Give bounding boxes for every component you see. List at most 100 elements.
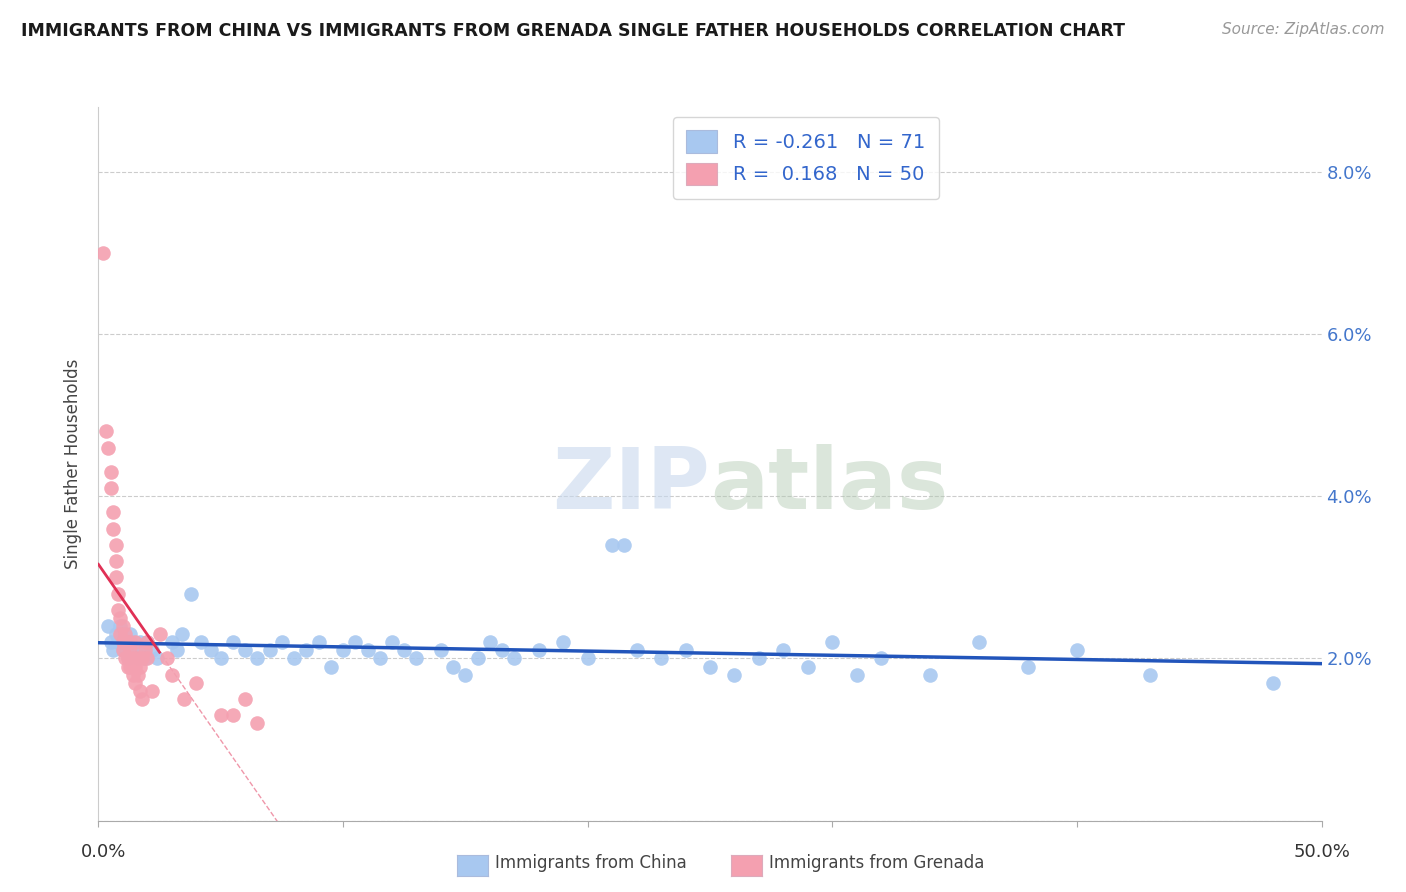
Legend: R = -0.261   N = 71, R =  0.168   N = 50: R = -0.261 N = 71, R = 0.168 N = 50 — [672, 117, 939, 199]
Point — [107, 603, 129, 617]
Point — [114, 627, 136, 641]
Point — [117, 651, 139, 665]
Point — [129, 659, 152, 673]
Point — [675, 643, 697, 657]
Point — [1066, 643, 1088, 657]
Point — [797, 659, 820, 673]
Point — [107, 586, 129, 600]
Point — [120, 627, 142, 641]
Point — [170, 627, 193, 641]
Point — [121, 651, 143, 665]
Point — [134, 643, 156, 657]
Point — [368, 651, 391, 665]
Point — [104, 627, 127, 641]
Point — [131, 651, 153, 665]
Point — [134, 651, 156, 665]
Point — [149, 627, 172, 641]
Point — [920, 667, 942, 681]
Point — [124, 675, 146, 690]
Point — [772, 643, 794, 657]
Point — [430, 643, 453, 657]
Point — [233, 692, 256, 706]
Point — [104, 538, 127, 552]
Point — [124, 659, 146, 673]
Point — [209, 708, 232, 723]
Point — [173, 692, 195, 706]
Point — [503, 651, 526, 665]
Point — [283, 651, 305, 665]
Point — [101, 522, 124, 536]
Point — [120, 635, 142, 649]
Point — [160, 667, 183, 681]
Point — [319, 659, 342, 673]
Text: Immigrants from China: Immigrants from China — [495, 855, 686, 872]
Point — [626, 643, 648, 657]
Point — [527, 643, 550, 657]
Point — [381, 635, 404, 649]
Point — [156, 651, 179, 665]
Point — [101, 506, 124, 520]
Point — [117, 635, 139, 649]
Point — [91, 246, 114, 260]
Point — [117, 659, 139, 673]
Point — [110, 627, 132, 641]
Point — [160, 635, 183, 649]
Point — [97, 619, 120, 633]
Point — [222, 635, 245, 649]
Y-axis label: Single Father Households: Single Father Households — [65, 359, 83, 569]
Point — [146, 651, 169, 665]
Text: Immigrants from Grenada: Immigrants from Grenada — [769, 855, 984, 872]
Point — [114, 635, 136, 649]
Point — [222, 708, 245, 723]
Point — [200, 643, 222, 657]
Point — [94, 425, 117, 439]
Point — [699, 659, 721, 673]
Point — [270, 635, 294, 649]
Point — [356, 643, 378, 657]
Text: IMMIGRANTS FROM CHINA VS IMMIGRANTS FROM GRENADA SINGLE FATHER HOUSEHOLDS CORREL: IMMIGRANTS FROM CHINA VS IMMIGRANTS FROM… — [21, 22, 1125, 40]
Point — [141, 643, 163, 657]
Point — [723, 667, 745, 681]
Point — [120, 659, 142, 673]
Text: 50.0%: 50.0% — [1294, 843, 1350, 861]
Text: 0.0%: 0.0% — [82, 843, 127, 861]
Point — [748, 651, 770, 665]
Point — [136, 651, 159, 665]
Point — [233, 643, 256, 657]
Point — [180, 586, 202, 600]
Point — [111, 619, 134, 633]
Text: atlas: atlas — [710, 443, 948, 527]
Point — [308, 635, 330, 649]
Point — [111, 643, 134, 657]
Point — [100, 481, 122, 495]
Point — [97, 441, 120, 455]
Point — [478, 635, 501, 649]
Point — [441, 659, 464, 673]
Point — [821, 635, 844, 649]
Point — [246, 651, 269, 665]
Point — [127, 651, 149, 665]
Point — [1261, 675, 1284, 690]
Point — [121, 635, 143, 649]
Point — [104, 570, 127, 584]
Point — [553, 635, 575, 649]
Point — [136, 635, 159, 649]
Point — [131, 643, 153, 657]
Point — [121, 667, 143, 681]
Point — [613, 538, 636, 552]
Point — [295, 643, 318, 657]
Point — [1017, 659, 1039, 673]
Point — [127, 667, 149, 681]
Point — [111, 643, 134, 657]
Point — [967, 635, 990, 649]
Point — [110, 611, 132, 625]
Point — [124, 635, 146, 649]
Point — [454, 667, 477, 681]
Point — [127, 651, 149, 665]
Point — [124, 643, 146, 657]
Point — [114, 651, 136, 665]
Point — [246, 716, 269, 731]
Point — [491, 643, 513, 657]
Point — [101, 643, 124, 657]
Text: ZIP: ZIP — [553, 443, 710, 527]
